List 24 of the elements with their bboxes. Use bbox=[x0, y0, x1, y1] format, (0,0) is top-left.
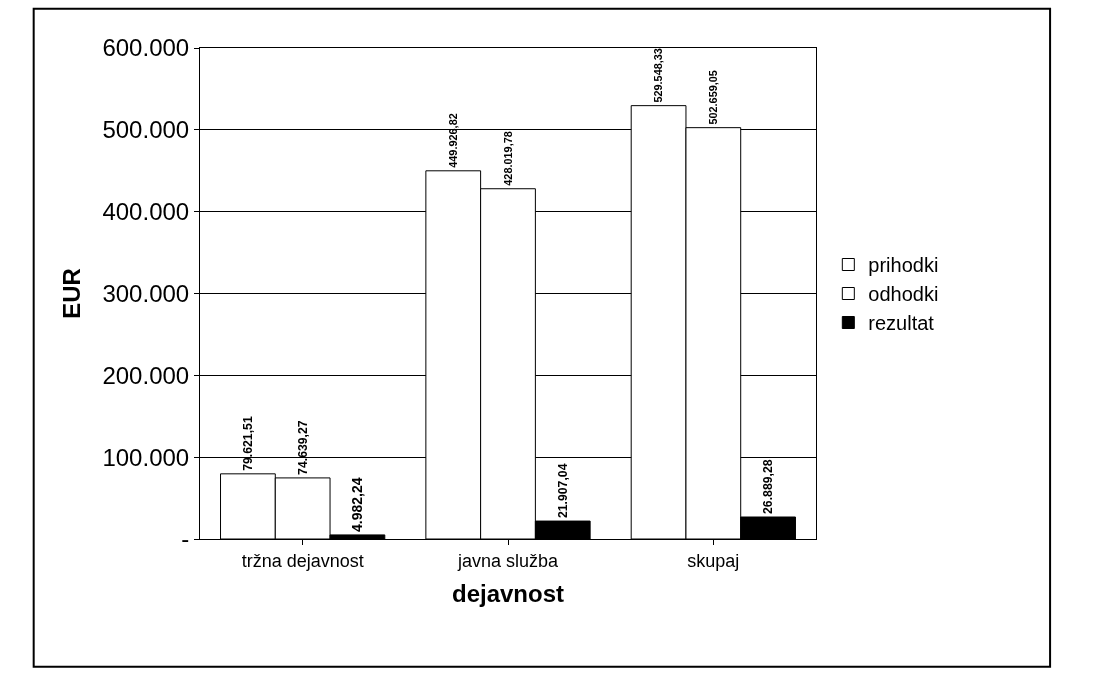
x-axis-title: dejavnost bbox=[451, 579, 565, 607]
data-label: 4.982,24 bbox=[349, 477, 366, 532]
x-tick-label: tržna dejavnost bbox=[241, 550, 364, 571]
legend-label: prihodki bbox=[868, 254, 939, 277]
y-tick-label: 300.000 bbox=[102, 279, 190, 307]
data-label: 21.907,04 bbox=[556, 463, 571, 519]
legend-label: odhodki bbox=[868, 283, 939, 306]
y-tick-label: 100.000 bbox=[102, 443, 190, 471]
y-axis-title: EUR bbox=[57, 268, 85, 319]
data-label: 502.659,05 bbox=[707, 70, 720, 125]
data-label: 74.639,27 bbox=[296, 420, 311, 475]
y-tick-label: 600.000 bbox=[102, 34, 190, 62]
data-label: 79.621,51 bbox=[241, 416, 256, 471]
legend-label: rezultat bbox=[868, 312, 935, 335]
data-label: 26.889,28 bbox=[761, 459, 776, 514]
x-tick-label: javna služba bbox=[456, 550, 560, 571]
y-tick-label: 200.000 bbox=[102, 361, 190, 389]
y-tick-label: - bbox=[181, 525, 190, 553]
x-tick-label: skupaj bbox=[687, 550, 740, 571]
y-tick-label: 400.000 bbox=[102, 198, 190, 226]
data-label: 428.019,78 bbox=[501, 131, 514, 186]
data-label: 529.548,33 bbox=[652, 48, 665, 103]
y-tick-label: 500.000 bbox=[102, 116, 190, 144]
data-label: 449.926,82 bbox=[447, 113, 460, 168]
